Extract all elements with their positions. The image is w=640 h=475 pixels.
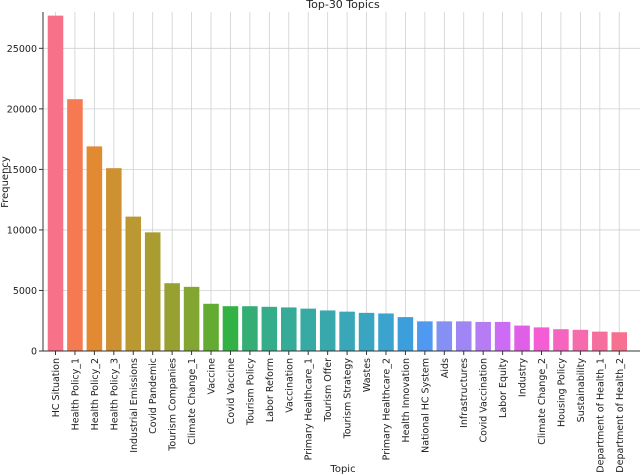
bar xyxy=(222,306,239,351)
bar xyxy=(475,321,491,351)
bar xyxy=(67,99,83,352)
bar xyxy=(592,331,608,351)
x-tick-label: Health Policy_3 xyxy=(109,358,120,430)
x-tick-label: Vaccination xyxy=(284,358,295,413)
y-ticks: 0 5000 10000 15000 20000 25000 xyxy=(7,44,43,358)
bar xyxy=(397,317,414,351)
bar xyxy=(553,329,569,351)
y-tick-label: 10000 xyxy=(7,225,37,236)
bar xyxy=(572,329,589,351)
x-tick-label: Tourism Companies xyxy=(168,358,179,452)
x-tick-label: Vaccine xyxy=(207,358,218,395)
chart-title: Top-30 Topics xyxy=(305,0,380,11)
y-tick-label: 15000 xyxy=(7,165,37,176)
bar xyxy=(436,321,453,351)
bar xyxy=(125,216,142,351)
x-tick-label: HC Situation xyxy=(51,358,62,417)
bar xyxy=(494,321,511,351)
x-tick-label: Covid Vaccination xyxy=(479,358,490,442)
x-tick-label: Tourism Offer xyxy=(323,358,334,423)
bar xyxy=(86,146,103,351)
x-tick-label: Infrastructures xyxy=(459,358,470,428)
bar xyxy=(106,168,122,351)
bar xyxy=(378,313,394,351)
x-tick-label: Covid Pandemic xyxy=(148,358,159,434)
bar xyxy=(183,286,200,351)
x-tick-label: Sustainability xyxy=(576,358,587,423)
bar xyxy=(47,15,64,352)
x-tick-label: Climate Change_1 xyxy=(187,358,198,445)
bar xyxy=(339,311,355,351)
bar xyxy=(164,283,180,351)
x-tick-label: Primary Healthcare_1 xyxy=(304,358,315,460)
bar xyxy=(611,332,628,351)
x-tick-label: Labor Reform xyxy=(265,358,276,422)
x-tick-label: Industrial Emissions xyxy=(129,358,140,453)
x-tick-label: National HC System xyxy=(420,358,431,453)
y-tick-label: 0 xyxy=(31,347,37,358)
x-tick-label: Industry xyxy=(518,358,529,397)
bar xyxy=(417,321,433,351)
x-tick-label: Labor Equity xyxy=(498,358,509,418)
x-tick-label: Health Innovation xyxy=(401,358,412,443)
x-tick-label: Tourism Policy xyxy=(245,358,256,426)
bar xyxy=(358,312,375,351)
y-tick-label: 20000 xyxy=(7,104,37,115)
bar xyxy=(144,232,161,351)
bar xyxy=(319,310,336,351)
x-tick-label: Primary Healthcare_2 xyxy=(381,358,392,460)
bar xyxy=(203,303,219,351)
x-tick-label: Aids xyxy=(440,358,451,378)
bar xyxy=(455,321,472,351)
x-tick-label: Department of Health_1 xyxy=(595,358,606,473)
x-tick-label: Health Policy_1 xyxy=(70,358,81,430)
x-tick-label: Tourism Strategy xyxy=(343,358,354,440)
x-tick-label: Climate Change_2 xyxy=(537,358,548,445)
x-tick-label: Housing Policy xyxy=(556,358,567,427)
y-tick-label: 25000 xyxy=(7,44,37,55)
bar xyxy=(261,306,278,351)
bar xyxy=(533,327,550,351)
x-tick-label: Wastes xyxy=(362,358,373,392)
axes xyxy=(42,12,640,352)
bar xyxy=(281,307,297,351)
y-axis-title: Frequency xyxy=(0,156,11,208)
bar xyxy=(242,306,258,351)
bar xyxy=(300,308,316,351)
bar xyxy=(514,325,530,351)
bars xyxy=(47,15,628,352)
x-tick-label: Covid Vaccine xyxy=(226,358,237,424)
x-tick-label: Health Policy_2 xyxy=(90,358,101,430)
x-tick-label: Department of Health_2 xyxy=(615,358,626,473)
x-axis-title: Topic xyxy=(329,464,355,475)
y-tick-label: 5000 xyxy=(13,286,37,297)
x-ticks: HC Situation Health Policy_1 Health Policy… xyxy=(51,351,626,473)
